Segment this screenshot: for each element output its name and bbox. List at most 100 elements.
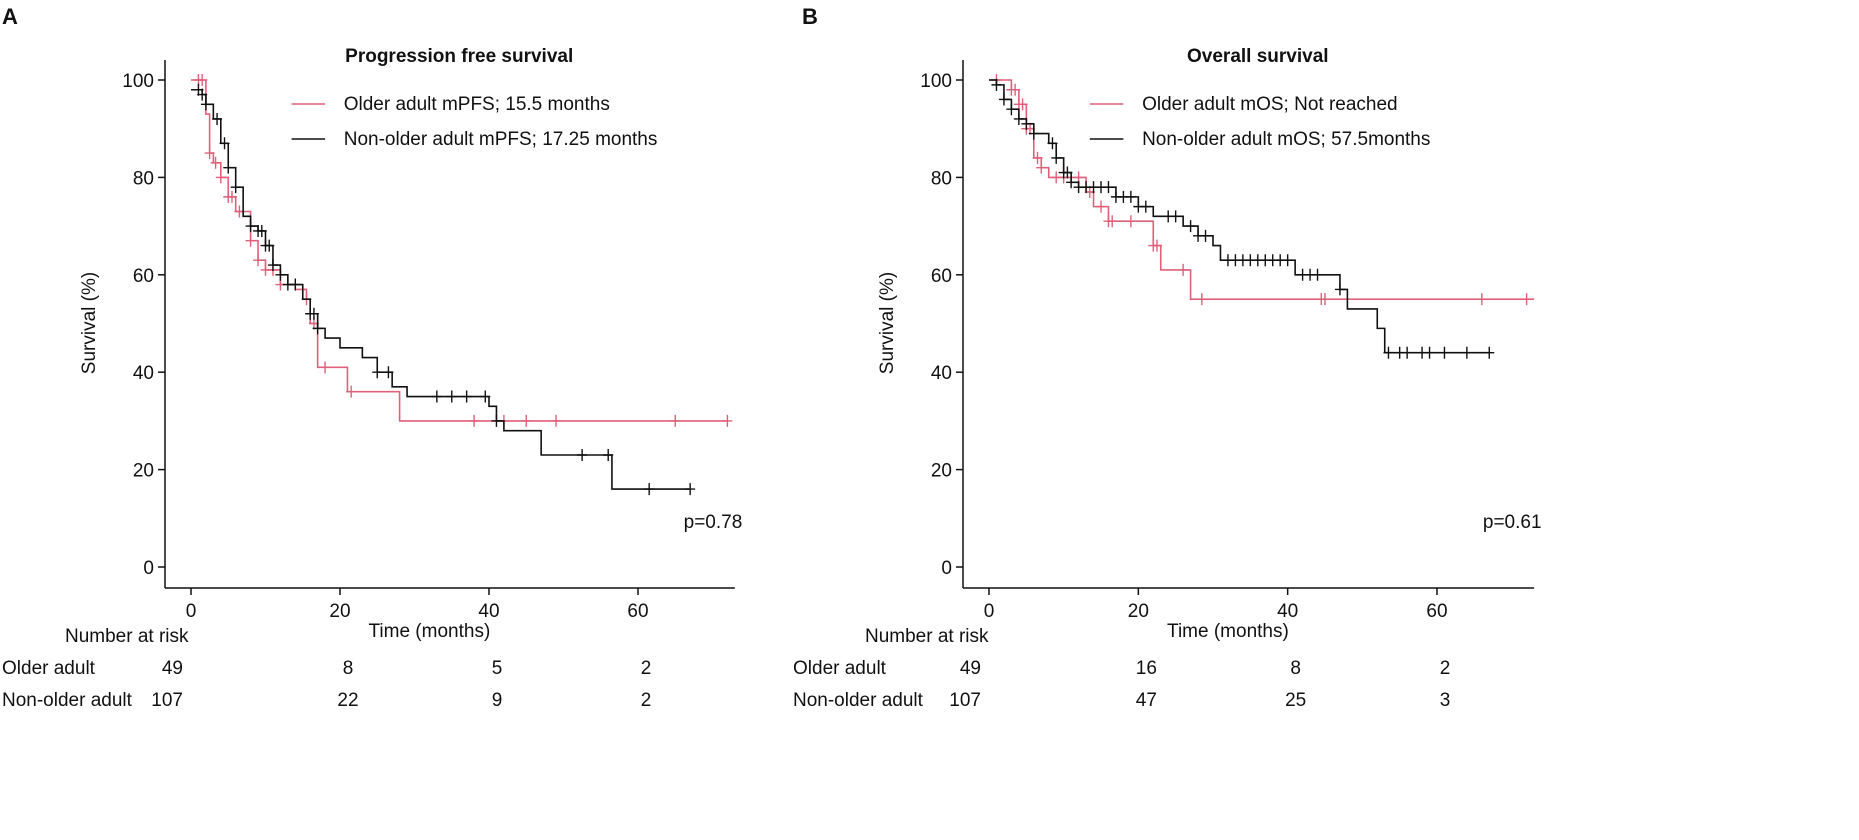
censor-mark — [197, 74, 208, 86]
censor-mark — [1036, 161, 1047, 174]
risk-value: 107 — [151, 690, 183, 711]
censor-mark — [469, 414, 480, 427]
censor-mark — [245, 234, 256, 247]
y-tick-label: 60 — [133, 266, 154, 287]
risk-value: 2 — [641, 658, 652, 679]
x-axis-label: Time (months) — [369, 621, 491, 642]
censor-mark — [200, 98, 211, 111]
x-tick-label: 0 — [186, 601, 197, 622]
y-tick-label: 40 — [133, 363, 154, 384]
x-tick-label: 20 — [1128, 601, 1149, 622]
censor-mark — [998, 93, 1009, 106]
censor-mark — [275, 268, 286, 281]
y-tick-label: 20 — [133, 461, 154, 482]
y-tick-label: 40 — [931, 363, 952, 384]
risk-value: 22 — [337, 690, 358, 711]
censor-mark — [685, 483, 696, 496]
censor-mark — [603, 448, 614, 461]
censor-mark — [1439, 346, 1450, 359]
censor-mark — [1178, 263, 1189, 276]
y-tick-label: 100 — [122, 71, 154, 92]
km-curve-non-older — [191, 88, 691, 490]
panel-a: A Progression free survival 0 20 40 60 80 100 0 2… — [2, 4, 742, 711]
censor-mark — [1125, 215, 1136, 228]
legend-entry: Older adult mPFS; 15.5 months — [344, 94, 610, 115]
x-tick-label: 40 — [478, 601, 499, 622]
censor-mark — [1021, 117, 1032, 130]
censor-mark — [1103, 181, 1114, 194]
censor-mark — [480, 390, 491, 403]
censor-mark — [1066, 176, 1077, 189]
censor-mark — [1170, 210, 1181, 223]
x-tick-label: 60 — [1426, 601, 1447, 622]
censor-mark — [991, 78, 1002, 91]
risk-value: 9 — [492, 690, 503, 711]
risk-row-label: Older adult — [2, 658, 96, 679]
censor-mark — [267, 259, 278, 272]
risk-value: 2 — [1440, 658, 1451, 679]
censor-mark — [212, 112, 223, 125]
censor-mark — [256, 224, 267, 237]
panel-label: B — [802, 4, 818, 29]
censor-mark — [1140, 200, 1151, 213]
risk-table-header: Number at risk — [865, 626, 989, 647]
censor-mark — [1096, 200, 1106, 213]
risk-value: 5 — [492, 658, 503, 679]
censor-mark — [1484, 346, 1495, 359]
censor-mark — [215, 171, 226, 184]
censor-mark — [1125, 190, 1136, 203]
risk-value: 49 — [162, 658, 183, 679]
x-tick-label: 40 — [1277, 601, 1298, 622]
censor-mark — [1017, 98, 1028, 111]
censor-mark — [1424, 346, 1435, 359]
risk-table-header: Number at risk — [65, 626, 189, 647]
censor-mark — [1521, 293, 1532, 306]
risk-value: 47 — [1136, 690, 1157, 711]
censor-mark — [1282, 254, 1293, 267]
legend-entry: Non-older adult mOS; 57.5months — [1142, 129, 1430, 150]
censor-mark — [1312, 268, 1323, 281]
censor-mark — [670, 414, 681, 427]
censor-mark — [1062, 166, 1073, 179]
censor-mark — [1032, 151, 1043, 164]
censor-mark — [1196, 293, 1207, 306]
censor-mark — [1006, 103, 1017, 116]
y-axis-label: Survival (%) — [877, 272, 898, 374]
x-tick-label: 0 — [984, 601, 995, 622]
legend-entry: Non-older adult mPFS; 17.25 months — [344, 129, 658, 150]
risk-row-label: Non-older adult — [793, 690, 924, 711]
censor-mark — [219, 137, 230, 150]
y-tick-label: 20 — [931, 461, 952, 482]
censor-mark — [264, 239, 275, 252]
censor-mark — [1013, 112, 1024, 125]
censor-mark — [290, 278, 301, 291]
chart-title: Progression free survival — [345, 46, 573, 67]
x-tick-label: 20 — [329, 601, 350, 622]
censor-mark — [1047, 137, 1058, 150]
censor-mark — [1200, 229, 1211, 242]
y-tick-label: 80 — [931, 168, 952, 189]
censor-mark — [372, 366, 383, 379]
p-value: p=0.61 — [1483, 512, 1542, 533]
risk-value: 3 — [1440, 690, 1451, 711]
censor-mark — [308, 307, 319, 320]
censor-mark — [1185, 220, 1196, 233]
p-value: p=0.78 — [684, 512, 743, 533]
x-tick-label: 60 — [627, 601, 648, 622]
censor-mark — [1320, 293, 1330, 306]
legend-entry: Older adult mOS; Not reached — [1142, 94, 1398, 115]
panel-b: B Overall survival 0 20 40 60 80 100 0 20 40 60 Time… — [793, 4, 1542, 711]
risk-value: 2 — [641, 690, 652, 711]
y-tick-label: 0 — [941, 558, 952, 579]
censor-mark — [1402, 346, 1413, 359]
risk-value: 25 — [1285, 690, 1306, 711]
risk-value: 8 — [1290, 658, 1301, 679]
censor-mark — [210, 156, 221, 169]
censor-mark — [446, 390, 457, 403]
censor-mark — [1051, 151, 1062, 164]
censor-mark — [431, 390, 442, 403]
chart-title: Overall survival — [1187, 46, 1329, 67]
x-axis-label: Time (months) — [1167, 621, 1289, 642]
censor-mark — [245, 220, 256, 233]
